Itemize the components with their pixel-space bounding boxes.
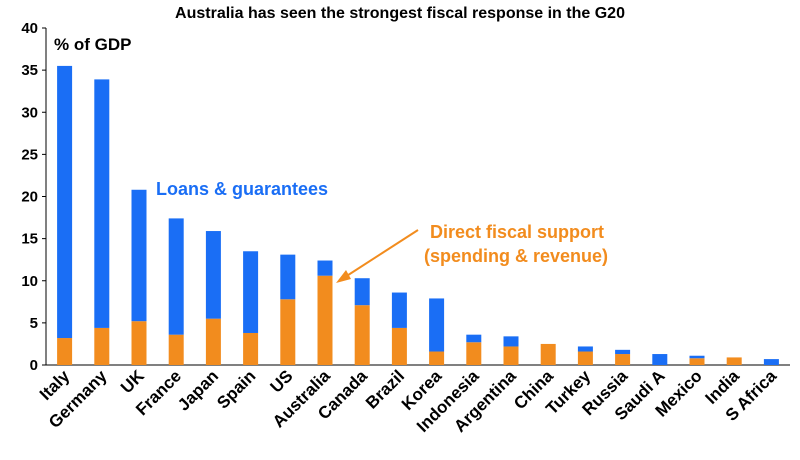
x-tick-label: Spain	[213, 366, 259, 412]
bar-loans-argentina	[503, 336, 519, 347]
bar-direct-italy	[57, 338, 73, 365]
bars	[57, 65, 779, 365]
bar-loans-france	[168, 218, 184, 335]
bar-direct-germany	[94, 327, 110, 365]
bar-loans-us	[280, 254, 296, 300]
bar-direct-india	[726, 357, 742, 365]
y-tick-label: 30	[21, 104, 38, 121]
bar-loans-uk	[131, 189, 147, 322]
bar-direct-uk	[131, 321, 147, 365]
bar-loans-russia	[615, 349, 631, 355]
bar-loans-canada	[354, 278, 370, 306]
x-tick-label: Japan	[174, 366, 222, 414]
x-tick-label: UK	[117, 366, 148, 397]
x-tick-label: Brazil	[362, 366, 408, 412]
y-tick-label: 5	[30, 315, 38, 332]
bar-loans-saudi-a	[652, 354, 668, 365]
y-tick-label: 40	[21, 20, 38, 37]
loans-annotation: Loans & guarantees	[156, 179, 328, 199]
bar-direct-brazil	[391, 327, 407, 365]
bar-direct-us	[280, 299, 296, 365]
bar-direct-spain	[243, 332, 259, 365]
bar-loans-s-africa	[763, 359, 779, 365]
bar-direct-australia	[317, 275, 333, 365]
y-axis-label: % of GDP	[54, 35, 131, 54]
bar-direct-argentina	[503, 346, 519, 365]
y-tick-label: 25	[21, 146, 38, 163]
chart-title: Australia has seen the strongest fiscal …	[175, 5, 625, 22]
bar-loans-japan	[205, 231, 221, 319]
direct-annotation-line2: (spending & revenue)	[424, 246, 608, 266]
bar-loans-korea	[429, 298, 445, 352]
y-tick-label: 35	[21, 62, 38, 79]
bar-loans-turkey	[577, 346, 593, 352]
bar-direct-canada	[354, 305, 370, 365]
annotation-arrow	[336, 229, 419, 283]
bar-direct-mexico	[689, 358, 705, 365]
y-tick-label: 0	[30, 357, 38, 374]
bar-direct-indonesia	[466, 342, 482, 365]
bar-direct-korea	[429, 351, 445, 365]
x-tick-label: US	[266, 366, 296, 396]
bar-direct-turkey	[577, 351, 593, 365]
bar-loans-indonesia	[466, 334, 482, 343]
bar-loans-germany	[94, 79, 110, 328]
bar-loans-australia	[317, 260, 333, 276]
bar-direct-france	[168, 334, 184, 365]
bar-direct-china	[540, 343, 556, 365]
bar-loans-italy	[57, 65, 73, 339]
y-tick-label: 10	[21, 273, 38, 290]
bar-direct-russia	[615, 354, 631, 365]
bar-loans-spain	[243, 251, 259, 333]
bar-direct-japan	[205, 318, 221, 365]
direct-annotation-line1: Direct fiscal support	[430, 222, 604, 242]
y-tick-label: 20	[21, 189, 38, 206]
bar-loans-brazil	[391, 292, 407, 328]
y-tick-label: 15	[21, 231, 38, 248]
bar-loans-mexico	[689, 355, 705, 359]
